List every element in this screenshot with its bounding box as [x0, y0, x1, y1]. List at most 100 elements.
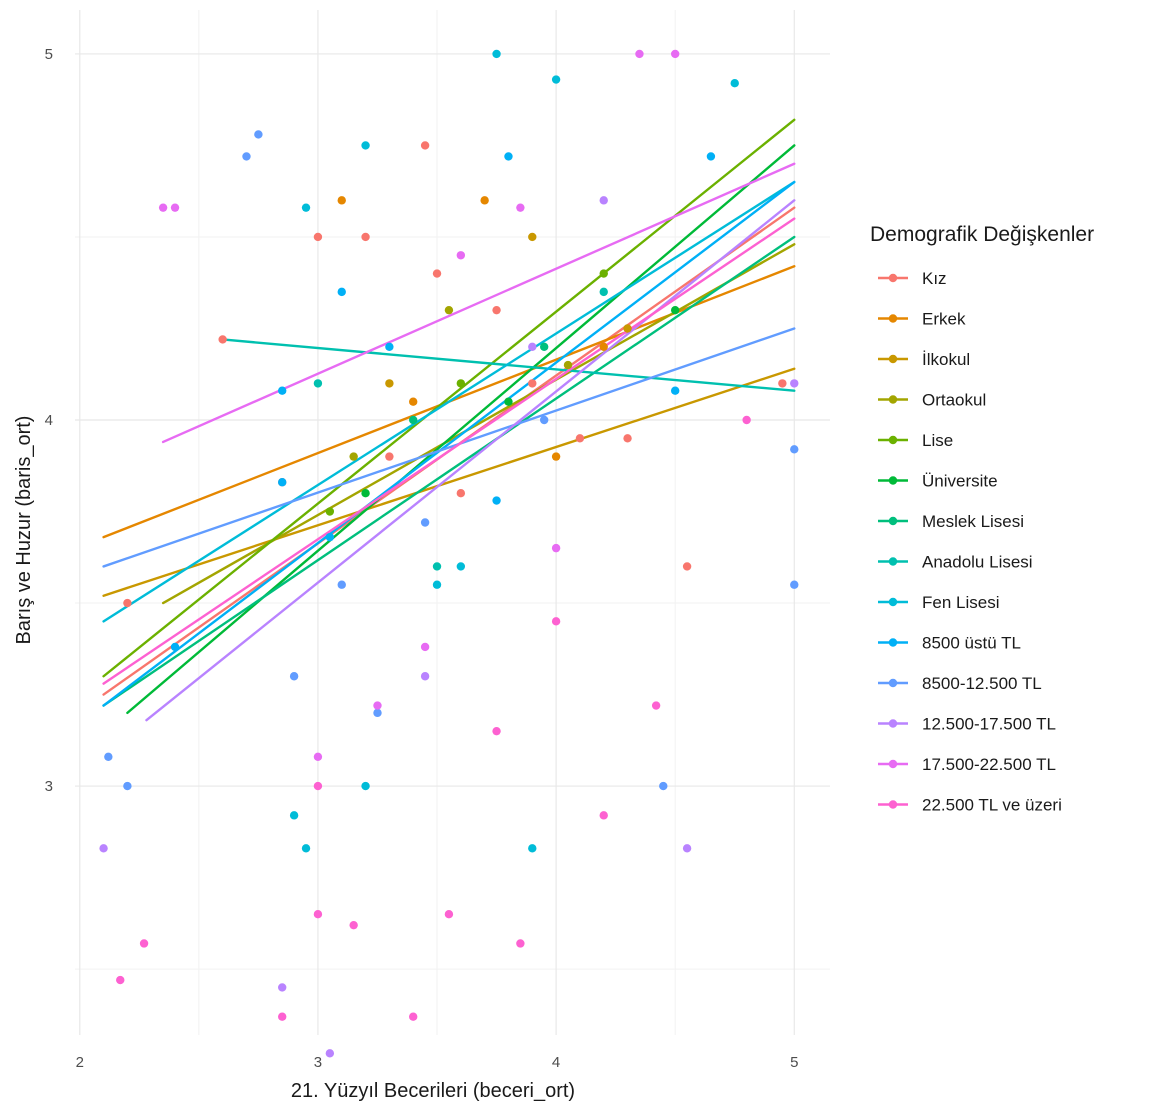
legend-item: 8500 üstü TL: [878, 634, 1021, 653]
data-point: [516, 939, 525, 948]
data-point: [456, 489, 466, 498]
legend-item: 17.500-22.500 TL: [878, 755, 1056, 774]
data-point: [313, 781, 323, 791]
data-point: [432, 269, 442, 278]
legend-label: Üniversite: [922, 472, 998, 491]
data-point: [158, 203, 168, 212]
data-point: [528, 232, 537, 242]
data-point: [337, 287, 346, 297]
data-point: [337, 580, 346, 589]
data-point: [170, 642, 180, 652]
data-point: [682, 844, 692, 853]
data-point: [313, 752, 323, 761]
data-point: [730, 79, 739, 88]
data-point: [551, 75, 561, 84]
data-point: [635, 49, 644, 59]
data-point: [409, 415, 418, 425]
legend-key-point: [888, 395, 898, 404]
data-point: [278, 1012, 287, 1021]
data-point: [170, 203, 180, 212]
data-point: [742, 415, 751, 425]
data-point: [480, 196, 489, 205]
data-point: [599, 269, 608, 278]
data-point: [337, 196, 346, 205]
legend-label: Fen Lisesi: [922, 593, 999, 612]
legend-item: Erkek: [878, 310, 966, 329]
legend-label: Anadolu Lisesi: [922, 553, 1033, 572]
legend-item: İlkokul: [878, 350, 970, 369]
data-point: [456, 251, 466, 260]
x-tick-label: 2: [76, 1054, 84, 1071]
x-tick-label: 4: [552, 1054, 560, 1071]
legend-label: Ortaokul: [922, 391, 986, 410]
data-point: [254, 130, 263, 139]
data-point: [313, 909, 323, 919]
legend-key-point: [888, 557, 898, 566]
data-point: [99, 844, 108, 853]
data-point: [373, 708, 382, 718]
legend-label: Lise: [922, 431, 953, 450]
legend-item: Üniversite: [878, 472, 998, 491]
data-point: [670, 49, 680, 59]
x-axis-title: 21. Yüzyıl Becerileri (beceri_ort): [291, 1080, 575, 1102]
data-point: [528, 844, 537, 853]
legend-label: İlkokul: [922, 350, 970, 369]
y-tick-label: 5: [45, 46, 53, 63]
data-point: [599, 287, 608, 297]
data-point: [623, 324, 632, 333]
data-point: [456, 562, 466, 571]
data-point: [278, 983, 287, 992]
y-tick-label: 3: [45, 778, 53, 795]
data-point: [706, 152, 716, 161]
data-point: [313, 379, 323, 388]
series-line: [161, 162, 796, 444]
data-point: [563, 360, 573, 370]
legend-label: Meslek Lisesi: [922, 512, 1024, 531]
data-point: [623, 434, 632, 443]
data-point: [325, 507, 335, 516]
data-point: [123, 598, 132, 608]
data-point: [432, 580, 442, 589]
data-point: [682, 562, 692, 571]
legend-items: Kız Erkek İlkokul Ortaokul Lise Üniversite Mes…: [878, 269, 1062, 815]
data-point: [599, 342, 608, 351]
data-point: [361, 489, 370, 498]
data-point: [420, 672, 430, 681]
series-line: [102, 235, 796, 707]
legend-key-point: [888, 800, 898, 809]
data-point: [349, 920, 358, 930]
y-tick-label: 4: [45, 412, 53, 429]
data-point: [278, 478, 287, 487]
data-point: [301, 844, 311, 853]
legend-label: Erkek: [922, 310, 966, 329]
data-point: [670, 305, 680, 315]
legend-label: 8500-12.500 TL: [922, 674, 1042, 693]
legend-key-point: [888, 678, 898, 688]
tick-labels: 2 3 4 5 3 4 5: [45, 46, 799, 1071]
data-point: [528, 379, 537, 388]
data-point: [409, 397, 418, 406]
data-point: [444, 305, 454, 315]
legend-item: 22.500 TL ve üzeri: [878, 796, 1062, 815]
scatter-points: [99, 49, 799, 1058]
series-line: [102, 180, 796, 707]
data-point: [116, 975, 125, 985]
data-point: [361, 781, 370, 791]
series-line: [102, 367, 796, 597]
data-point: [492, 305, 501, 315]
data-point: [551, 452, 561, 461]
data-point: [551, 617, 561, 626]
data-point: [289, 672, 299, 681]
legend-item: Ortaokul: [878, 391, 986, 410]
legend-key-point: [888, 273, 898, 283]
data-point: [242, 152, 251, 161]
data-point: [504, 397, 513, 406]
data-point: [539, 415, 549, 425]
series-line: [102, 180, 796, 623]
data-point: [539, 342, 549, 351]
legend-label: Kız: [922, 269, 947, 288]
legend-item: Meslek Lisesi: [878, 512, 1024, 531]
data-point: [516, 203, 525, 212]
data-point: [651, 701, 661, 710]
